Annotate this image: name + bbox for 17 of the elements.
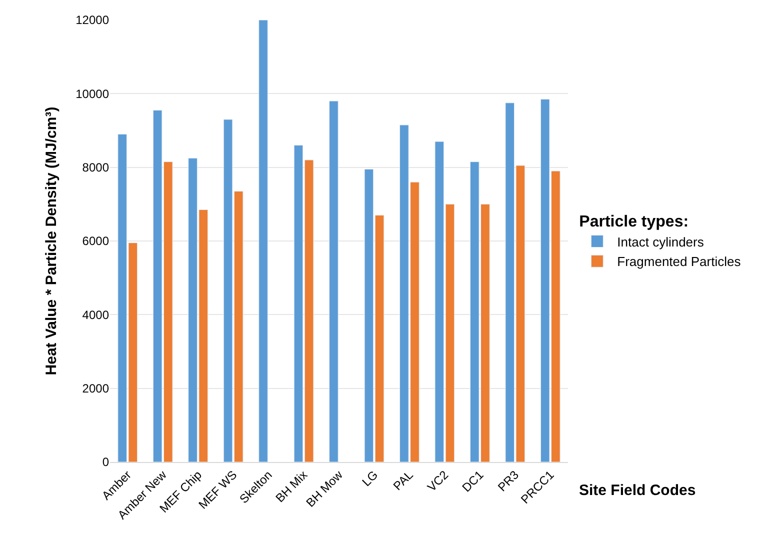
- bar: [258, 20, 268, 462]
- x-tick-label: PAL: [390, 468, 416, 494]
- legend-label: Intact cylinders: [617, 234, 704, 250]
- y-tick-label: 2000: [82, 382, 110, 396]
- y-axis-title: Heat Value * Particle Density (MJ/cm³): [42, 106, 60, 376]
- y-tick-label: 8000: [82, 160, 110, 175]
- y-tick-label: 12000: [76, 13, 110, 28]
- y-tick-label: 0: [102, 455, 110, 470]
- x-axis-title: Site Field Codes: [579, 482, 696, 499]
- y-tick-label: 4000: [82, 308, 110, 322]
- bar: [329, 100, 338, 462]
- legend-title: Particle types:: [579, 213, 689, 230]
- y-tick-label: 6000: [82, 234, 110, 248]
- legend-label: Fragmented Particles: [617, 254, 742, 270]
- y-tick-label: 10000: [76, 86, 110, 101]
- x-tick-label: LG: [359, 468, 381, 490]
- x-tick-label: VC2: [424, 468, 452, 494]
